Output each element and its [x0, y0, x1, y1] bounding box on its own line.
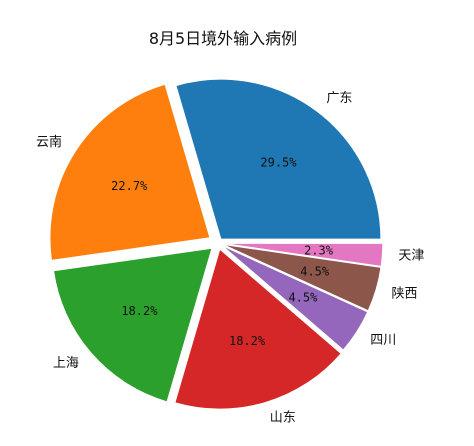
pie-slice [222, 243, 382, 312]
pie-slice [174, 248, 342, 410]
pie-slice [175, 78, 382, 240]
slice-percent-label: 22.7% [111, 179, 148, 193]
slice-percent-label: 4.5% [300, 264, 330, 278]
percent-labels: 29.5% 22.7% 18.2% 18.2% 4.5% 4.5% 2.3% [111, 155, 334, 348]
slice-percent-label: 18.2% [229, 334, 266, 348]
slice-category-label: 山东 [270, 410, 296, 425]
chart-title: 8月5日境外输入病例 [149, 29, 297, 48]
slice-category-label: 云南 [36, 134, 62, 150]
slice-percent-label: 18.2% [121, 304, 158, 318]
pie-slice [222, 242, 384, 267]
slice-category-label: 广东 [326, 91, 352, 106]
pie-slice [221, 245, 369, 351]
slice-category-label: 四川 [370, 333, 396, 348]
pie-slice [49, 83, 211, 261]
slice-percent-label: 29.5% [260, 155, 297, 169]
slice-category-label: 陕西 [391, 287, 417, 302]
slice-percent-label: 2.3% [304, 243, 334, 257]
slice-category-label: 天津 [398, 249, 424, 264]
slice-category-label: 上海 [53, 356, 79, 371]
pie-slice [52, 247, 213, 403]
pie-slices [49, 78, 384, 410]
slice-percent-label: 4.5% [288, 290, 318, 304]
